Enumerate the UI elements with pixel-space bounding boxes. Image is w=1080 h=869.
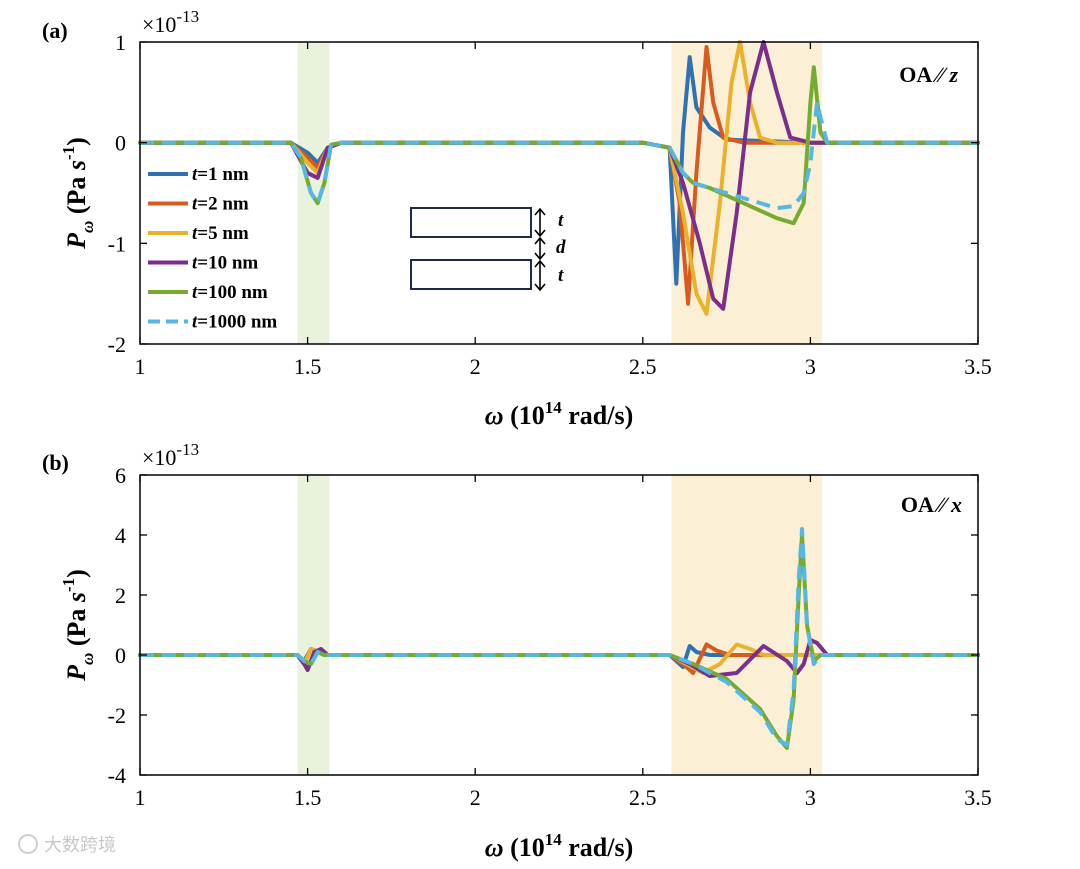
legend-label: t=100 nm <box>192 282 268 303</box>
panel-b-ylabel: Pω (Pa s-1) <box>59 569 97 682</box>
panel-a-series-t-1000-nm <box>140 100 978 211</box>
panel-b-label: (b) <box>42 450 69 475</box>
panel-b-green-band <box>297 475 330 775</box>
panel-a-bands <box>297 42 823 344</box>
panel-a-x-ticks: 1 1.5 2 2.5 3 3.5 <box>135 42 992 379</box>
watermark-text: 大数跨境 <box>44 835 116 856</box>
panel-a-y-tick-label: -1 <box>108 231 126 256</box>
panel-b-x-tick-label: 3.5 <box>964 785 992 810</box>
legend-label: t=2 nm <box>192 194 249 215</box>
panel-a-series <box>138 40 980 316</box>
label-t-top: t <box>558 210 564 231</box>
panel-a-x-tick-label: 1 <box>135 354 146 379</box>
panel-b-y-ticks: 6 4 2 0 -2 -4 <box>108 463 978 788</box>
panel-b-x-ticks: 1 1.5 2 2.5 3 3.5 <box>135 475 992 810</box>
panel-a-green-band <box>297 42 330 344</box>
panel-b-x-tick-label: 3 <box>805 785 816 810</box>
label-t-bottom: t <box>558 265 564 286</box>
watermark-logo-icon <box>18 834 38 854</box>
panel-a-annotation: OA ∕∕ z <box>899 62 958 87</box>
panel-a-x-tick-label: 3 <box>805 354 816 379</box>
panel-b-bands <box>297 475 823 775</box>
panel-b-series-t-10-nm <box>138 638 980 678</box>
panel-b-y-tick-label: 2 <box>115 583 126 608</box>
panel-a-xlabel: ω (1014 rad/s) <box>485 398 633 430</box>
panel-a-axes-box <box>139 41 979 345</box>
panel-b-y-tick-label: 0 <box>115 643 126 668</box>
panel-a-ylabel: Pω (Pa s-1) <box>59 137 97 250</box>
panel-b: 1 1.5 2 2.5 3 3.5 6 4 2 0 -2 -4 (b) ×10-13 OA ∕∕ x… <box>42 440 992 862</box>
panel-a-legend: t=1 nm t=2 nm t=5 nm t=10 nm t=100 nm t=1000 … <box>148 164 277 333</box>
slab-schematic: t d t <box>410 207 566 292</box>
panel-a-y-tick-label: 0 <box>115 131 126 156</box>
panel-a-x-tick-label: 2.5 <box>629 354 657 379</box>
panel-a: 1 1.5 2 2.5 3 3.5 1 0 -1 -2 (a) ×10-13 OA ∕∕ z ω… <box>42 7 992 430</box>
panel-a-x-tick-label: 2 <box>470 354 481 379</box>
panel-a-y-ticks: 1 0 -1 -2 <box>108 30 978 357</box>
panel-b-y-tick-label: 4 <box>115 523 126 548</box>
label-d: d <box>556 237 566 258</box>
panel-b-orange-band <box>671 475 823 775</box>
watermark: 大数跨境 <box>18 834 116 856</box>
panel-a-y-tick-label: -2 <box>108 332 126 357</box>
panel-b-x-tick-label: 2.5 <box>629 785 657 810</box>
panel-a-label: (a) <box>42 18 68 43</box>
panel-b-y-tick-label: -2 <box>108 703 126 728</box>
panel-b-series-t-2-nm <box>138 642 980 675</box>
legend-label: t=1 nm <box>192 164 249 185</box>
panel-b-series <box>138 527 980 750</box>
panel-a-x-tick-label: 3.5 <box>964 354 992 379</box>
panel-a-exponent: ×10-13 <box>142 7 199 37</box>
panel-b-series-t-1000-nm <box>140 527 978 747</box>
legend-label: t=5 nm <box>192 223 249 244</box>
panel-b-series-t-100-nm <box>138 533 980 750</box>
panel-b-axes-box <box>139 474 979 776</box>
panel-b-series-t-5-nm <box>138 642 980 675</box>
legend-label: t=1000 nm <box>192 312 277 333</box>
panel-b-y-tick-label: 6 <box>115 463 126 488</box>
panel-a-series-t-1-nm <box>138 55 980 286</box>
slab-bottom <box>410 259 532 290</box>
panel-b-x-tick-label: 1 <box>135 785 146 810</box>
panel-b-x-tick-label: 1.5 <box>294 785 322 810</box>
panel-a-series-t-100-nm <box>138 65 980 226</box>
panel-b-xlabel: ω (1014 rad/s) <box>485 830 633 862</box>
panel-b-y-tick-label: -4 <box>108 763 126 788</box>
panel-b-exponent: ×10-13 <box>142 440 199 470</box>
panel-a-series-t-10-nm <box>138 40 980 311</box>
panel-a-x-tick-label: 1.5 <box>294 354 322 379</box>
panel-b-x-tick-label: 2 <box>470 785 481 810</box>
legend-label: t=10 nm <box>192 253 258 274</box>
dimension-arrows <box>534 207 546 292</box>
panel-a-y-tick-label: 1 <box>115 30 126 55</box>
slab-top <box>410 207 532 238</box>
panel-b-annotation: OA ∕∕ x <box>901 492 962 517</box>
